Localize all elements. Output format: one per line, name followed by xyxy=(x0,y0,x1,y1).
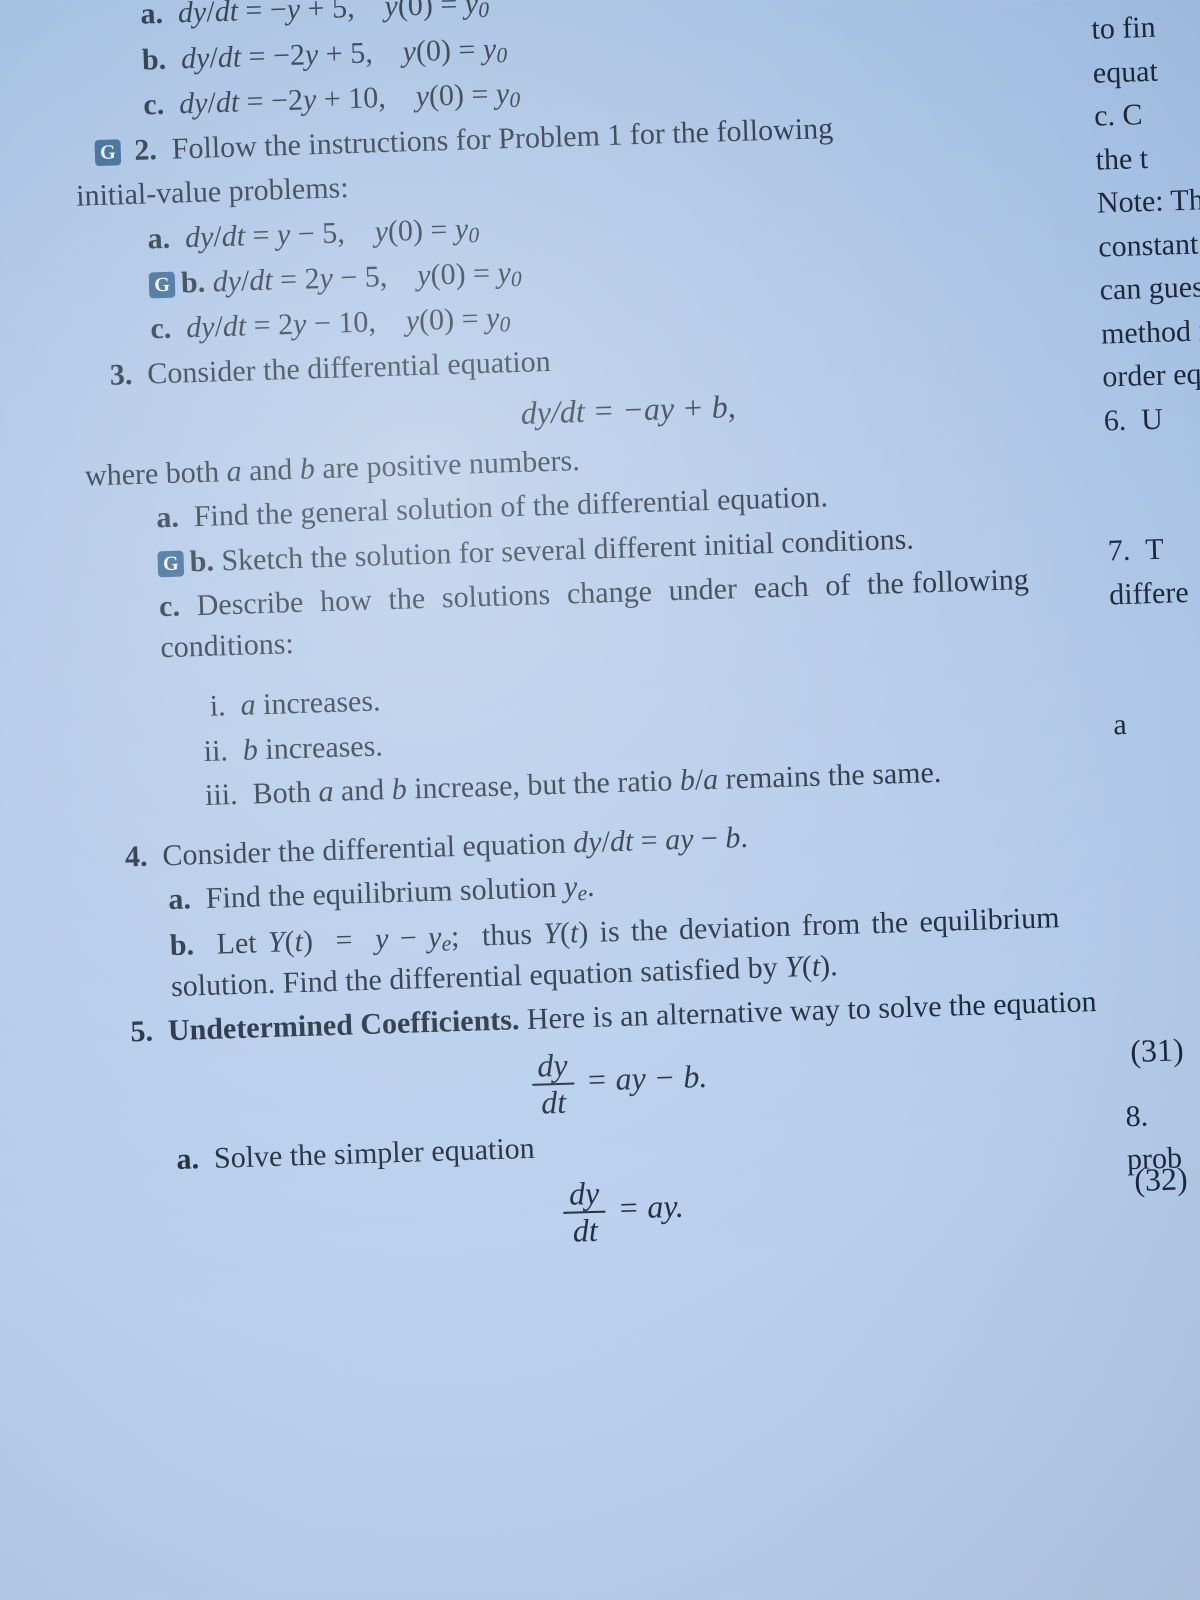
right-col-line: a xyxy=(1113,700,1200,747)
right-col-line: c. C xyxy=(1094,91,1200,138)
right-col-line xyxy=(1121,961,1200,1008)
right-col-line: 8. xyxy=(1125,1091,1200,1138)
right-col-line: to fin xyxy=(1091,4,1200,51)
right-col-line: method i xyxy=(1100,308,1200,355)
right-col-line xyxy=(1115,787,1200,834)
textbook-page: how the solution... a. dy/dt = −y + 5, y… xyxy=(0,0,1200,1554)
graph-badge-icon: G xyxy=(157,550,184,577)
right-col-line xyxy=(1119,917,1200,964)
right-col-line: the t xyxy=(1095,134,1200,181)
right-col-line xyxy=(1124,1047,1200,1094)
eq-den: dt xyxy=(532,1084,575,1120)
right-col-line: order eq xyxy=(1102,352,1200,399)
right-col-line: equat xyxy=(1092,47,1200,94)
right-col-line xyxy=(1118,874,1200,921)
eq-rhs: = ay. xyxy=(617,1187,684,1225)
right-col-line xyxy=(1122,1004,1200,1051)
right-col-line xyxy=(1111,656,1200,703)
right-col-line xyxy=(1117,830,1200,877)
right-col-line: Note: Th xyxy=(1096,178,1200,225)
right-col-line xyxy=(1110,613,1200,660)
graph-badge-icon: G xyxy=(149,272,176,299)
eq-num: dy xyxy=(562,1175,605,1213)
graph-badge-icon: G xyxy=(94,139,121,166)
right-col-line: differe xyxy=(1109,569,1200,616)
eq-rhs: = ay − b. xyxy=(585,1058,707,1098)
right-col-line: 6. U xyxy=(1103,395,1200,442)
right-col-line xyxy=(1106,482,1200,529)
right-col-line xyxy=(1114,743,1200,790)
right-col-line: can gues xyxy=(1099,265,1200,312)
right-col-line xyxy=(1104,439,1200,486)
eq-num: dy xyxy=(531,1047,574,1085)
right-col-line: 7. T xyxy=(1107,526,1200,573)
right-col-line: prob xyxy=(1126,1134,1200,1181)
eq-den: dt xyxy=(564,1212,607,1248)
right-col-line: constant xyxy=(1098,221,1200,268)
